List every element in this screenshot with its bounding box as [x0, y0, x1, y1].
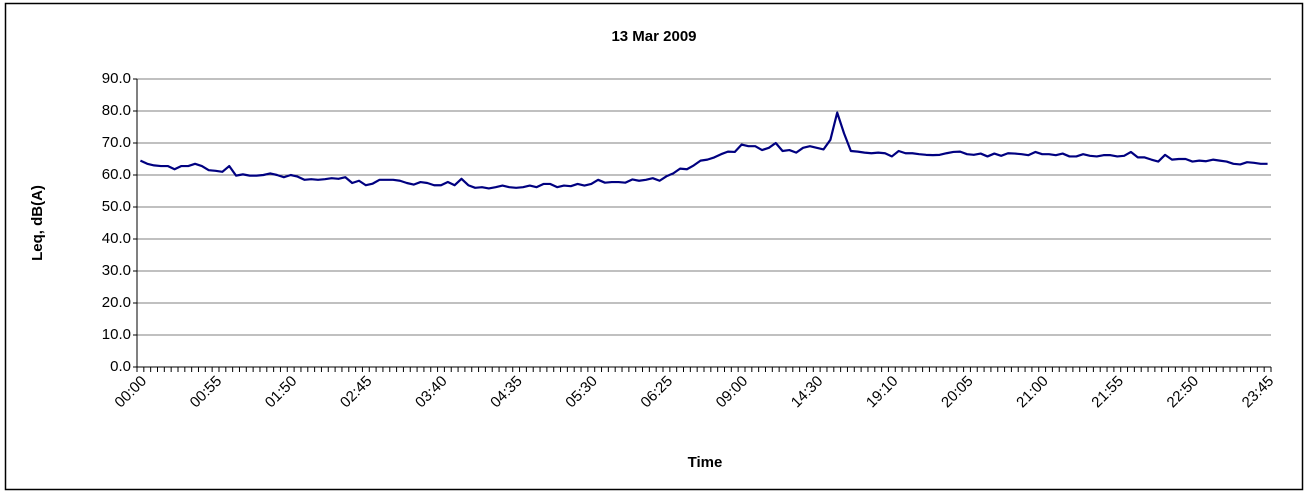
y-tick-label: 10.0 — [102, 326, 131, 343]
y-tick-label: 80.0 — [102, 102, 131, 119]
y-tick-label: 30.0 — [102, 262, 131, 279]
y-tick-label: 20.0 — [102, 294, 131, 311]
y-tick-label: 70.0 — [102, 134, 131, 151]
y-axis-label: Leq, dB(A) — [29, 185, 46, 261]
y-tick-label: 40.0 — [102, 230, 131, 247]
y-tick-label: 60.0 — [102, 166, 131, 183]
y-tick-label: 50.0 — [102, 198, 131, 215]
chart-frame — [4, 2, 1304, 491]
data-line — [139, 111, 1268, 190]
chart-title: 13 Mar 2009 — [611, 28, 696, 45]
x-axis-label: Time — [688, 454, 723, 471]
y-tick-label: 90.0 — [102, 70, 131, 87]
y-tick-label: 0.0 — [110, 358, 131, 375]
